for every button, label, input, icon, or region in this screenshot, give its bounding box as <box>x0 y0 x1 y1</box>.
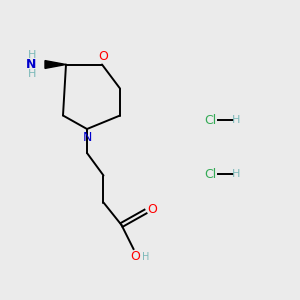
Text: O: O <box>130 250 140 263</box>
Text: H: H <box>232 169 241 179</box>
Text: H: H <box>28 69 37 80</box>
Text: O: O <box>99 50 108 63</box>
Text: O: O <box>147 202 157 216</box>
Text: H: H <box>232 115 241 125</box>
Text: Cl: Cl <box>204 113 216 127</box>
Polygon shape <box>45 61 66 68</box>
Text: N: N <box>82 130 92 144</box>
Text: H: H <box>142 252 149 262</box>
Text: Cl: Cl <box>204 167 216 181</box>
Text: N: N <box>26 58 37 71</box>
Text: H: H <box>28 50 37 60</box>
